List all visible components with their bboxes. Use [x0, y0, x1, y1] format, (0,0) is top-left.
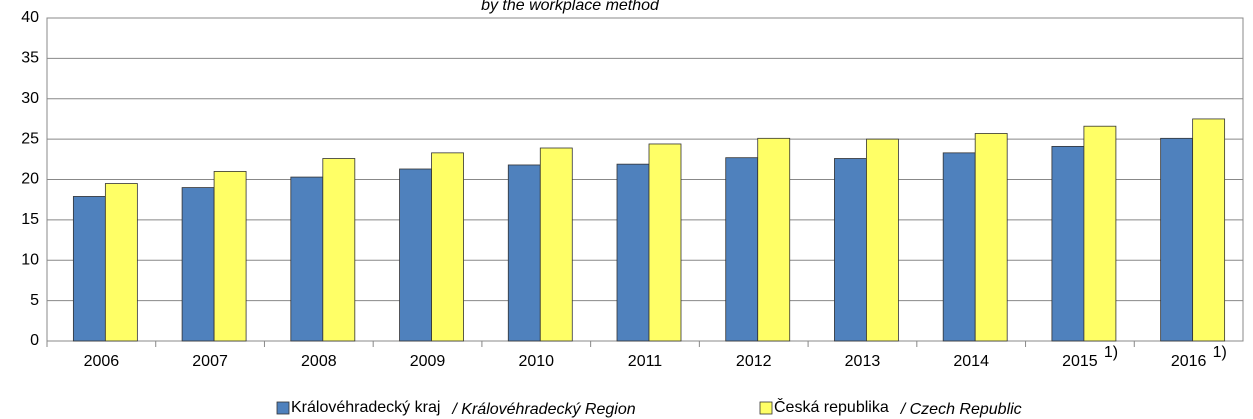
x-tick-label: 2009: [410, 353, 446, 370]
legend-label: Královéhradecký kraj: [291, 399, 440, 416]
bar: [539, 147, 573, 342]
x-tick-label: 2011: [628, 353, 663, 370]
y-tick-label: 0: [30, 332, 39, 349]
y-tick-label: 20: [21, 171, 39, 188]
bar: [72, 196, 106, 342]
x-tick-label: 2012: [736, 353, 772, 370]
x-tick-label: 2006: [84, 353, 120, 370]
x-tick-label: 2014: [953, 353, 989, 370]
bar: [616, 163, 650, 342]
y-tick-label: 15: [21, 211, 39, 228]
legend-swatch: [759, 401, 773, 415]
bar: [213, 171, 247, 342]
x-tick-label: 2016: [1171, 353, 1207, 370]
bar: [757, 137, 791, 342]
bar: [648, 143, 682, 342]
bar: [1192, 118, 1226, 342]
x-tick-label: 2008: [301, 353, 337, 370]
bar: [181, 187, 215, 342]
x-tick-footnote: 1): [1104, 344, 1118, 361]
y-tick-label: 5: [30, 292, 39, 309]
bar: [322, 158, 356, 342]
x-tick-label: 2007: [192, 353, 228, 370]
legend-label: Česká republika: [774, 397, 889, 416]
y-tick-label: 25: [21, 130, 39, 147]
bar: [834, 158, 867, 342]
bar: [974, 133, 1008, 342]
bar: [866, 138, 899, 342]
bar: [290, 176, 324, 342]
y-tick-label: 30: [21, 90, 39, 107]
legend-label-en: / Czech Republic: [900, 401, 1022, 418]
bar: [725, 157, 759, 342]
x-tick-label: 2013: [845, 353, 881, 370]
bar: [507, 164, 541, 342]
bar: [104, 183, 138, 342]
bar: [431, 152, 464, 342]
legend-label-en: / Královéhradecký Region: [451, 401, 635, 418]
y-tick-label: 10: [21, 251, 39, 268]
bar: [1051, 145, 1085, 342]
x-tick-label: 2015: [1062, 353, 1098, 370]
bar: [942, 152, 976, 342]
bar: [1083, 125, 1117, 342]
y-tick-label: 35: [21, 50, 39, 67]
x-tick-footnote: 1): [1213, 344, 1227, 361]
x-tick-label: 2010: [518, 353, 554, 370]
bar: [399, 168, 432, 342]
bar: [1160, 137, 1194, 342]
chart-subtitle: by the workplace method: [481, 0, 660, 14]
y-tick-label: 40: [21, 9, 39, 26]
legend-swatch: [276, 401, 290, 415]
